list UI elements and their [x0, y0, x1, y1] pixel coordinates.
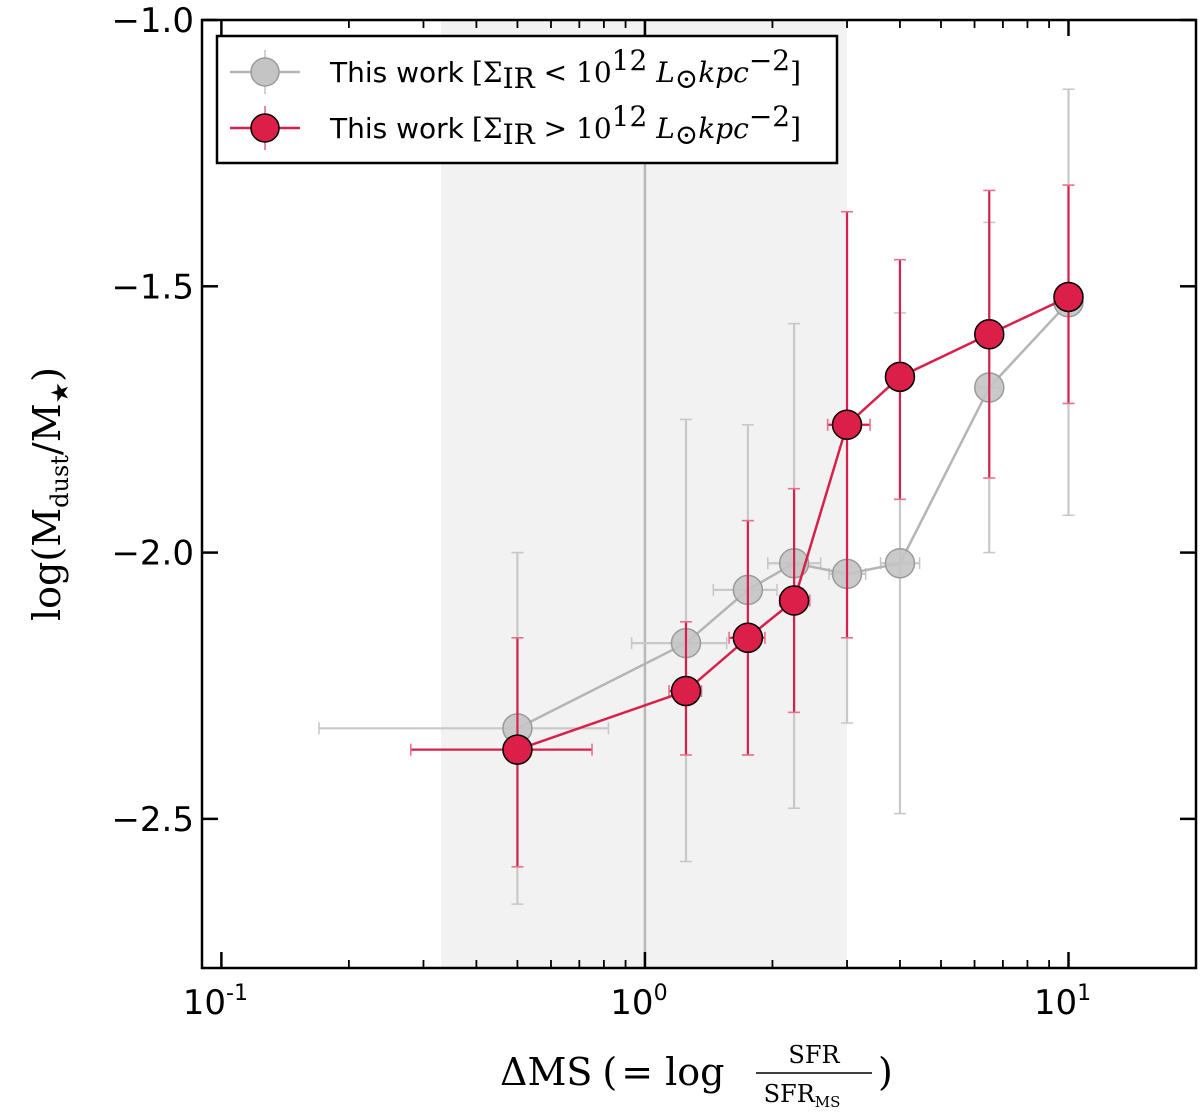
svg-text:ΔMS(= log: ΔMS(= log [500, 1050, 725, 1094]
y-label-suffix: ) [25, 367, 69, 382]
xtick-exp-2: 1 [1077, 981, 1091, 1006]
x-label-eq: = log [621, 1050, 724, 1094]
x-label-main: ΔMS [500, 1050, 592, 1094]
marker-high-2 [732, 622, 764, 654]
plot-background [441, 20, 848, 968]
ytick-label-1: −1.5 [111, 267, 194, 307]
legend-sup-high: 12 [612, 100, 648, 133]
series-layer [318, 88, 1084, 905]
xtick-base-0: 10 [183, 983, 226, 1023]
xtick-exp-0: -1 [226, 981, 248, 1006]
legend-sub-low: IR [503, 62, 536, 95]
legend-marker-low [250, 57, 280, 87]
ytick-label-2: −2.0 [111, 534, 194, 574]
x-label-paren-open: ( [602, 1050, 617, 1094]
legend-label-low: This work [329, 56, 465, 89]
legend-sup-low: 12 [612, 44, 648, 77]
legend-sub-high: IR [503, 118, 536, 151]
x-label-den-sub: MS [815, 1093, 841, 1111]
legend-tail-high: kpc [698, 112, 749, 145]
xtick-base-2: 10 [1034, 983, 1077, 1023]
marker-high-6 [974, 318, 1005, 350]
ytick-label-0: −1.0 [111, 1, 194, 41]
legend-unit-high: L [647, 112, 675, 145]
legend-entry-low: This work [ΣIR < 1012 L⊙kpc−2] [230, 44, 801, 95]
legend-op-low: < 10 [535, 56, 612, 89]
legend-tail-low: kpc [698, 56, 749, 89]
y-label-sub-star: ★ [46, 382, 74, 404]
marker-high-4 [831, 409, 863, 441]
xtick-exp-1: 0 [654, 981, 668, 1006]
xtick-label-0: 10-1 [183, 981, 248, 1023]
y-axis-label: log(Mdust/M★) [25, 367, 74, 621]
y-label-mid: /M [25, 403, 69, 455]
legend-usub-high: ⊙ [675, 118, 698, 151]
svg-text:This work[ΣIR < 1012 L⊙kpc−2]: This work [ΣIR < 1012 L⊙kpc−2] [329, 44, 801, 95]
x-label-paren-close: ) [878, 1050, 893, 1094]
xtick-label-1: 100 [610, 981, 667, 1023]
legend-close-high: ] [790, 112, 801, 145]
svg-text:This work[ΣIR > 1012 L⊙kpc−2]: This work [ΣIR > 1012 L⊙kpc−2] [329, 100, 801, 151]
legend-math-low: [Σ [472, 56, 503, 89]
legend-box [215, 34, 839, 165]
y-label-sub-dust: dust [46, 455, 74, 508]
ytick-label-3: −2.5 [111, 800, 194, 840]
marker-low-5 [884, 547, 916, 579]
legend-tsup-high: −2 [749, 100, 790, 133]
legend-usub-low: ⊙ [675, 62, 698, 95]
plot-frame [200, 18, 1198, 970]
legend-tsup-low: −2 [749, 44, 790, 77]
legend-entry-high: This work [ΣIR > 1012 L⊙kpc−2] [230, 100, 801, 151]
legend-math-high: [Σ [472, 112, 503, 145]
x-label-num: SFR [788, 1041, 840, 1069]
marker-high-0 [502, 734, 533, 765]
svg-text:SFRMS: SFRMS [764, 1080, 841, 1111]
xtick-label-2: 101 [1034, 981, 1091, 1023]
legend-marker-high [250, 113, 280, 143]
marker-high-7 [1053, 281, 1084, 313]
marker-high-5 [884, 361, 916, 393]
marker-high-3 [778, 585, 810, 616]
axis-ticks: −1.0−1.5−2.0−2.510-1 100 101 [111, 1, 1196, 1023]
legend-unit-low: L [647, 56, 675, 89]
legend-close-low: ] [790, 56, 801, 89]
legend-label-high: This work [329, 112, 465, 145]
x-label-den: SFR [764, 1080, 816, 1108]
y-label-prefix: log(M [25, 508, 69, 621]
x-axis-label: ΔMS(= log SFR SFRMS ) [500, 1041, 893, 1111]
svg-text:log(Mdust/M★): log(Mdust/M★) [25, 367, 74, 621]
series-high [409, 184, 1084, 868]
marker-high-1 [670, 675, 702, 707]
xtick-base-1: 10 [610, 983, 653, 1023]
legend-op-high: > 10 [535, 112, 612, 145]
legend: This work [ΣIR < 1012 L⊙kpc−2] This work[… [215, 34, 839, 165]
